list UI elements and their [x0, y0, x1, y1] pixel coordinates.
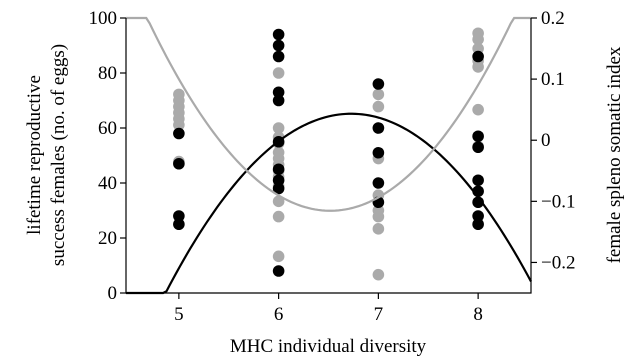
- y-left-tick-label-2: 40: [98, 173, 117, 194]
- y-right-tick-label-2: 0: [541, 130, 551, 151]
- x-tick-label-2: 7: [374, 304, 384, 325]
- black-point-26: [472, 218, 484, 231]
- grey-point-30: [472, 33, 484, 46]
- black-point-25: [472, 210, 484, 222]
- grey-point-21: [372, 100, 385, 113]
- grey-point-5: [173, 119, 185, 131]
- grey-fit-curve: [126, 16, 531, 212]
- grey-point-7: [272, 67, 285, 79]
- black-point-11: [272, 174, 285, 187]
- y-right-tick-label-1: −0.1: [541, 191, 575, 212]
- grey-point-27: [372, 223, 385, 235]
- black-point-12: [272, 182, 285, 195]
- black-point-7: [272, 86, 285, 99]
- black-point-16: [372, 146, 385, 159]
- fit-curves: [126, 16, 532, 295]
- grey-point-18: [272, 210, 285, 223]
- grey-point-19: [272, 250, 285, 263]
- y-right-tick-label-4: 0.2: [541, 8, 565, 29]
- y-right-tick-label-3: 0.1: [541, 69, 565, 90]
- black-point-13: [272, 265, 285, 277]
- y-left-axis-title-line2: success females (no. of eggs): [48, 44, 69, 266]
- black-point-3: [173, 218, 185, 231]
- grey-point-20: [372, 88, 385, 101]
- y-right-axis-title: female spleno somatic index: [604, 46, 625, 263]
- grey-point-31: [472, 42, 484, 55]
- black-point-15: [372, 122, 385, 134]
- black-point-5: [272, 39, 285, 52]
- x-tick-label-3: 8: [473, 304, 483, 325]
- black-point-14: [372, 78, 385, 90]
- y-left-tick-label-1: 20: [98, 228, 117, 249]
- black-point-20: [472, 130, 484, 143]
- x-axis-title: MHC individual diversity: [230, 336, 427, 357]
- grey-point-33: [472, 61, 484, 73]
- y-right-tick-label-0: −0.2: [541, 252, 575, 273]
- x-tick-label-0: 5: [174, 304, 184, 325]
- black-point-2: [173, 210, 185, 222]
- y-left-tick-label-0: 0: [108, 283, 118, 304]
- black-point-17: [372, 177, 385, 189]
- y-left-tick-label-3: 60: [98, 118, 117, 139]
- grey-point-28: [372, 268, 385, 281]
- black-point-22: [472, 174, 484, 187]
- chart-marks: [173, 27, 484, 281]
- y-left-tick-label-4: 80: [98, 63, 117, 84]
- axes: [125, 18, 532, 294]
- black-point-19: [472, 50, 484, 63]
- grey-point-26: [372, 210, 385, 223]
- axis-frame: [125, 18, 532, 294]
- y-left-tick-label-5: 100: [89, 8, 118, 29]
- black-point-1: [173, 157, 185, 170]
- black-point-21: [472, 141, 484, 154]
- y-left-axis-title-line1: lifetime reproductive: [24, 75, 45, 235]
- grey-point-17: [272, 195, 285, 208]
- black-point-8: [272, 94, 285, 107]
- black-point-10: [272, 163, 285, 176]
- black-fit-curve: [126, 112, 532, 295]
- black-point-4: [272, 28, 285, 41]
- black-point-0: [173, 127, 185, 140]
- x-tick-label-1: 6: [274, 304, 284, 325]
- black-point-6: [272, 50, 285, 63]
- grey-point-8: [272, 122, 285, 134]
- grey-point-34: [472, 103, 484, 116]
